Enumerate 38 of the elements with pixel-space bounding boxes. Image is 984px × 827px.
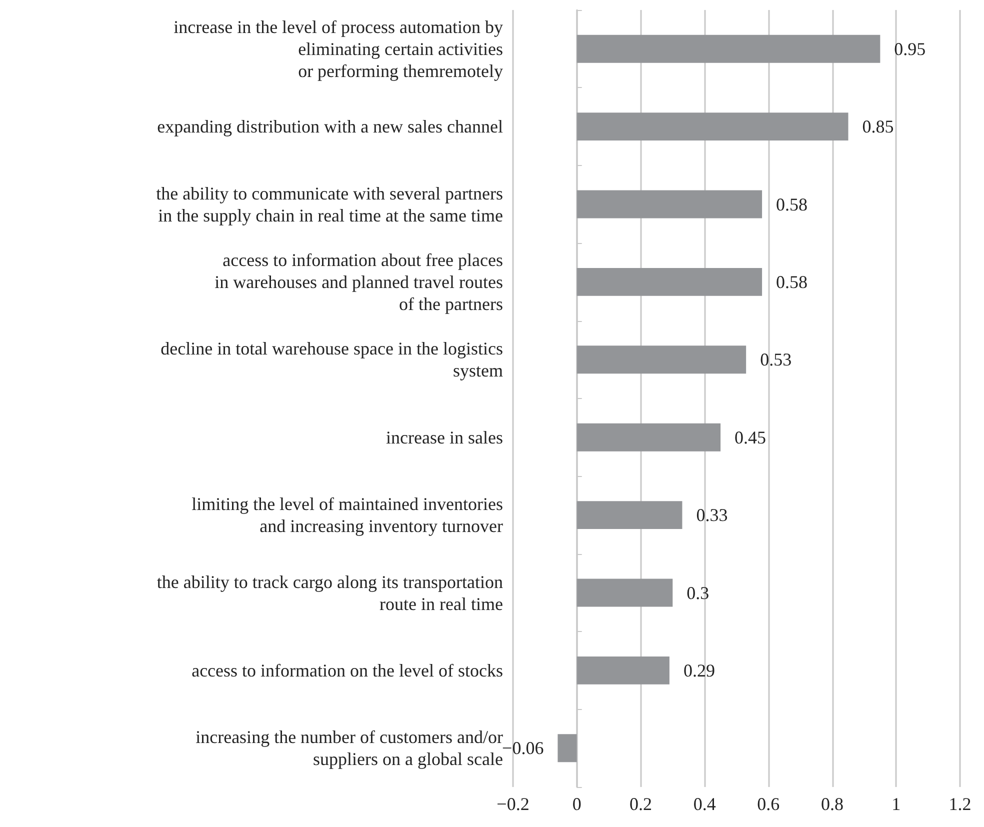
y-tick-label: decline in total warehouse space in the logistics system: [160, 338, 503, 381]
bar: [576, 423, 721, 452]
y-tick-label: increasing the number of customers and/or suppliers on a global scale: [196, 727, 504, 770]
y-tick-label: increase in sales: [386, 427, 503, 448]
y-tick-label: expanding distribution with a new sales channel: [157, 116, 503, 137]
data-label: 0.58: [776, 272, 808, 292]
x-tick-label: 0: [572, 794, 582, 814]
data-label: 0.95: [894, 38, 926, 59]
x-tick-label: 0.8: [821, 794, 844, 814]
data-label: −0.06: [502, 738, 544, 758]
y-tick-label: limiting the level of maintained inventories and increasing inventory turnover: [192, 494, 504, 536]
bar: [576, 346, 746, 374]
bar: [576, 656, 670, 684]
y-tick-label: access to information about free places in warehouses and planned travel routes of the partners: [214, 250, 503, 314]
x-tick-label: 0.4: [693, 794, 716, 814]
y-tick-label: the ability to track cargo along its transportation route in real time: [156, 572, 504, 614]
bar: [576, 190, 762, 218]
x-tick-label: 0.6: [757, 794, 780, 814]
bar: [558, 734, 577, 762]
bar: [576, 268, 762, 296]
y-tick-label: access to information on the level of stocks: [192, 660, 503, 680]
data-label: 0.85: [862, 116, 894, 137]
bar: [576, 34, 880, 63]
data-label: 0.53: [760, 350, 792, 370]
x-tick-label: 1.2: [948, 794, 972, 814]
bar: [576, 501, 682, 530]
data-label: 0.29: [683, 660, 715, 680]
y-tick-label: increase in the level of process automation by eliminating certain activities or performing themremotely: [174, 16, 503, 81]
data-label: 0.45: [734, 427, 766, 448]
bar: [576, 578, 673, 607]
data-label: 0.33: [696, 505, 728, 526]
x-tick-label: 1: [892, 794, 901, 814]
data-label: 0.58: [776, 194, 808, 214]
data-label: 0.3: [686, 582, 710, 603]
bar: [576, 112, 848, 141]
y-tick-label: the ability to communicate with several partners in the supply chain in real time at the same time: [156, 183, 504, 226]
x-tick-label: −0.2: [496, 794, 530, 814]
x-tick-label: 0.2: [629, 794, 652, 814]
